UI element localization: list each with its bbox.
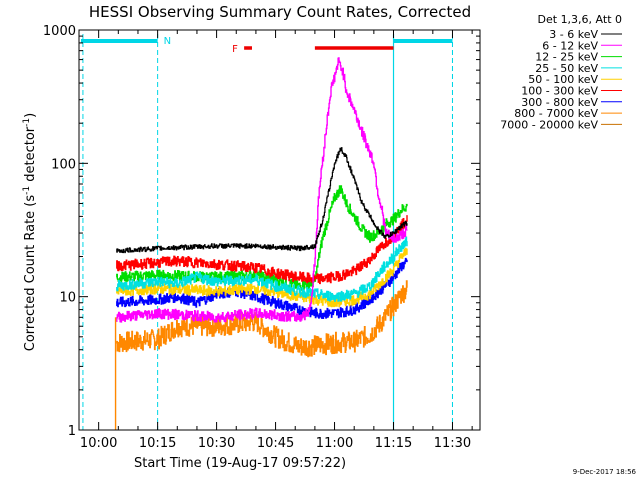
legend-entry-label: 300 - 800 keV: [521, 96, 598, 109]
legend-entry-label: 100 - 300 keV: [521, 85, 598, 98]
series-line: [116, 215, 408, 285]
y-tick-label: 100: [51, 157, 76, 172]
y-tick-label: 1000: [43, 24, 76, 39]
y-tick-label: 1: [68, 424, 76, 439]
series-line: [116, 257, 408, 319]
y-axis-label: Corrected Count Rate (s-1 detector-1): [22, 113, 38, 351]
flare-flag-label: F: [232, 44, 238, 55]
series-line: [116, 185, 408, 291]
series-line: [116, 147, 408, 254]
x-tick-label: 10:15: [139, 436, 176, 451]
y-tick-label: 10: [59, 291, 76, 306]
x-axis-label: Start Time (19-Aug-17 09:57:22): [134, 456, 346, 471]
x-tick-label: 10:30: [198, 436, 235, 451]
x-tick-label: 10:00: [80, 436, 117, 451]
series-line: [116, 236, 408, 302]
x-tick-label: 11:00: [316, 436, 353, 451]
footer-timestamp: 9-Dec-2017 18:56: [573, 468, 637, 476]
legend-entry-label: 800 - 7000 keV: [514, 107, 598, 120]
legend-entry-label: 50 - 100 keV: [528, 73, 598, 86]
night-label: N: [164, 36, 171, 47]
x-tick-label: 11:30: [434, 436, 471, 451]
x-tick-label: 11:15: [375, 436, 412, 451]
chart-title: HESSI Observing Summary Count Rates, Cor…: [89, 3, 471, 21]
x-tick-label: 10:45: [257, 436, 294, 451]
legend-entry-label: 25 - 50 keV: [535, 62, 598, 75]
series-line: [116, 57, 408, 323]
legend-entry-label: 12 - 25 keV: [535, 51, 598, 64]
series-layer: [114, 57, 408, 430]
series-line: [116, 280, 408, 358]
legend-header: Det 1,3,6, Att 0: [538, 13, 622, 26]
legend-entry-label: 3 - 6 keV: [549, 28, 598, 41]
plot-frame: [78, 29, 481, 431]
axes-layer: 10:00 10:15 10:30 10:45 11:00 11:15 11:30 1 10 10…: [43, 24, 480, 451]
legend-entry-label: 7000 - 20000 keV: [500, 118, 598, 131]
legend-entry-label: 6 - 12 keV: [542, 39, 598, 52]
